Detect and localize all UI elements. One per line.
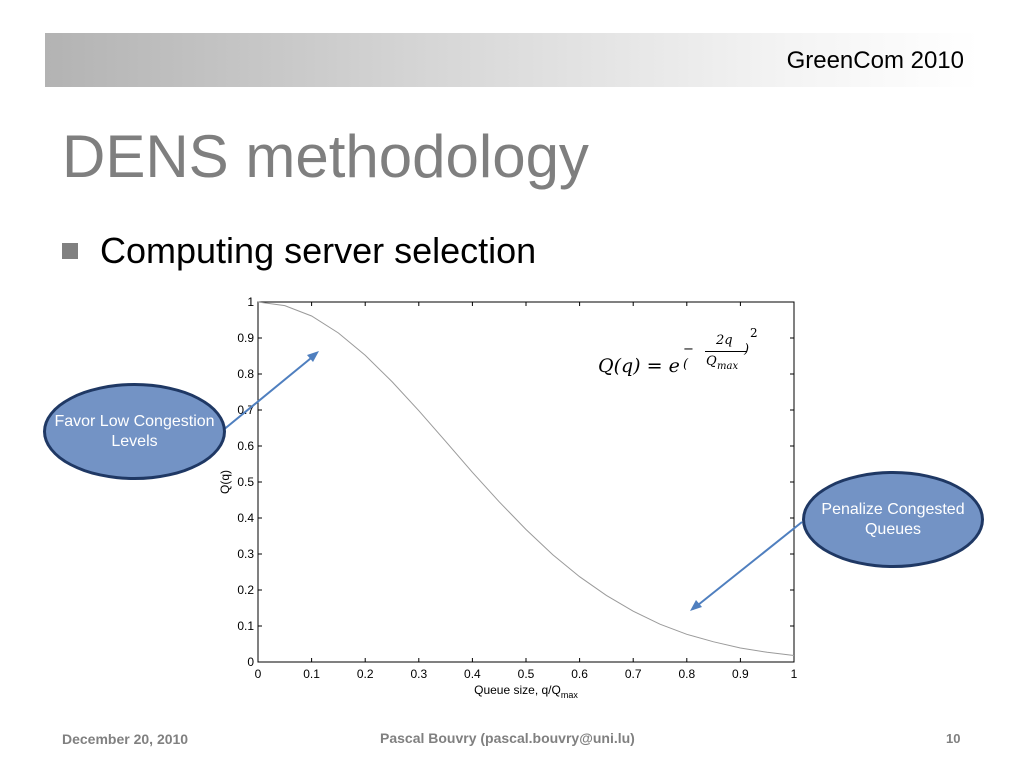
x-tick-label: 0.9 bbox=[732, 667, 749, 681]
x-tick-label: 0 bbox=[255, 667, 262, 681]
callout-favor-low-congestion: Favor Low Congestion Levels bbox=[43, 383, 226, 480]
x-tick-label: 1 bbox=[791, 667, 798, 681]
y-tick-label: 0.3 bbox=[237, 547, 254, 561]
y-tick-label: 0.9 bbox=[237, 331, 254, 345]
y-tick-label: 0.6 bbox=[237, 439, 254, 453]
x-tick-label: 0.6 bbox=[571, 667, 588, 681]
y-axis-label: Q(q) bbox=[218, 470, 232, 494]
x-axis-label: Queue size, q/Qmax bbox=[474, 683, 578, 700]
bullet-square-icon bbox=[62, 243, 78, 259]
callout-penalize-congested: Penalize Congested Queues bbox=[802, 471, 984, 568]
series-line bbox=[257, 301, 795, 656]
arrow-penalize bbox=[692, 521, 803, 610]
y-tick-label: 1 bbox=[247, 295, 254, 309]
formula-exp-power: 2 bbox=[750, 326, 758, 340]
x-tick-label: 0.1 bbox=[303, 667, 320, 681]
x-tick-label: 0.5 bbox=[518, 667, 535, 681]
header-conference-label: GreenCom 2010 bbox=[786, 47, 964, 74]
y-tick-label: 0.7 bbox=[237, 403, 254, 417]
y-tick-label: 0.8 bbox=[237, 367, 254, 381]
y-tick-label: 0.2 bbox=[237, 583, 254, 597]
header-bar bbox=[45, 33, 979, 87]
formula-lhs: Q(q) = e bbox=[598, 355, 680, 377]
formula-exp-den-sub: max bbox=[717, 361, 739, 372]
y-tick-label: 0 bbox=[247, 655, 254, 669]
formula-exp-den: Q bbox=[706, 354, 717, 369]
y-tick-label: 0.5 bbox=[237, 475, 254, 489]
x-tick-label: 0.7 bbox=[625, 667, 642, 681]
footer-author: Pascal Bouvry (pascal.bouvry@uni.lu) bbox=[380, 730, 635, 746]
footer-page-number: 10 bbox=[946, 731, 961, 746]
arrowhead-favor-low bbox=[307, 351, 319, 362]
x-tick-label: 0.3 bbox=[410, 667, 427, 681]
arrowhead-penalize bbox=[690, 600, 702, 611]
arrow-favor-low bbox=[221, 353, 317, 432]
x-tick-label: 0.4 bbox=[464, 667, 481, 681]
y-tick-label: 0.4 bbox=[237, 511, 254, 525]
formula-fraction-bar bbox=[705, 351, 747, 352]
formula-exp-sign: −( bbox=[683, 342, 694, 372]
callout-arrows bbox=[221, 351, 803, 611]
x-tick-label: 0.2 bbox=[357, 667, 374, 681]
slide-title: DENS methodology bbox=[62, 123, 589, 190]
formula-exp-close: ) bbox=[744, 342, 750, 357]
footer-date: December 20, 2010 bbox=[62, 731, 189, 747]
bullet-text: Computing server selection bbox=[100, 230, 537, 271]
bullet-item: Computing server selection bbox=[62, 230, 536, 272]
y-tick-label: 0.1 bbox=[237, 619, 254, 633]
x-tick-label: 0.8 bbox=[678, 667, 695, 681]
formula-exp-num: 2q bbox=[716, 333, 733, 348]
